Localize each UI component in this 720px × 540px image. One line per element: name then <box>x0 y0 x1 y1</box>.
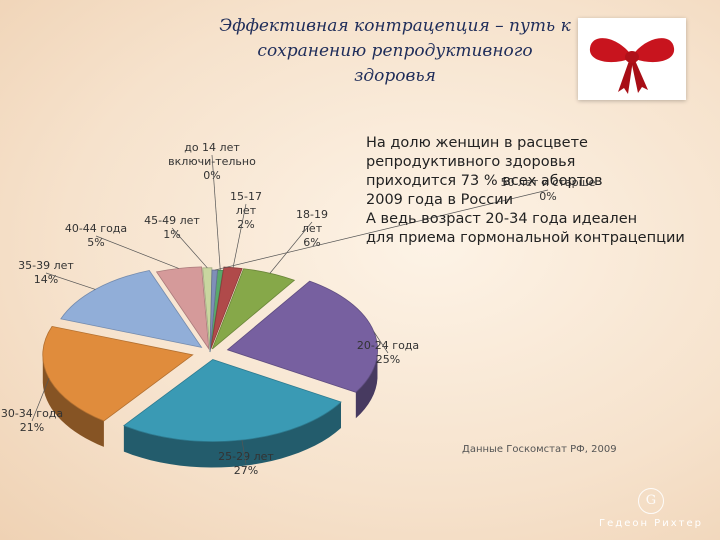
pie-slice <box>211 268 296 350</box>
leader-line <box>269 221 313 274</box>
info-text: На долю женщин в расцвете репродуктивног… <box>366 134 706 248</box>
leader-line <box>95 235 179 269</box>
pie-slice-side <box>123 402 342 468</box>
leader-line <box>45 272 96 290</box>
slice-label: 25-29 лет 27% <box>218 450 274 477</box>
info-line: репродуктивного здоровья <box>366 154 576 170</box>
info-line: для приема гормональной контрацепции <box>366 230 685 246</box>
leader-line <box>373 331 389 354</box>
slice-label: 20-24 года 25% <box>357 339 419 366</box>
leader-line <box>211 154 221 271</box>
pie-slice <box>42 325 194 422</box>
pie-slice <box>155 266 210 351</box>
info-line: На долю женщин в расцвете <box>366 135 588 151</box>
leader-line <box>232 203 247 268</box>
leader-line <box>214 189 549 271</box>
logo-text: Гедеон Рихтер <box>599 518 703 529</box>
info-line: приходится 73 % всех абортов <box>366 173 603 189</box>
pie-slice-side <box>355 352 378 419</box>
bow-image <box>578 18 686 100</box>
slice-label: 50 лет и старше 0% <box>501 176 596 203</box>
title-line: Эффективная контрацепция – путь к <box>219 16 571 36</box>
pie-slice <box>60 270 203 348</box>
pie-slice <box>123 359 342 442</box>
pie-slice-side <box>42 356 104 447</box>
slice-label: 40-44 года 5% <box>65 222 127 249</box>
data-source: Данные Госкомстат РФ, 2009 <box>462 444 617 455</box>
slice-label: 45-49 лет 1% <box>144 214 200 241</box>
title-line: сохранению репродуктивного <box>257 41 533 61</box>
slice-label: 15-17 лет 2% <box>230 190 262 231</box>
logo-mark: G <box>638 488 664 514</box>
info-line: 2009 года в России <box>366 192 514 208</box>
leader-line <box>31 378 50 422</box>
info-line: А ведь возраст 20-34 года идеален <box>366 211 638 227</box>
leader-line <box>241 439 247 465</box>
red-bow-icon <box>589 38 675 94</box>
slice-label: 18-19 лет 6% <box>296 208 328 249</box>
slice-label: 30-34 года 21% <box>1 407 63 434</box>
company-logo: G Гедеон Рихтер <box>596 488 706 529</box>
leader-line <box>171 227 208 269</box>
slide-title: Эффективная контрацепция – путь к сохран… <box>200 14 590 89</box>
pie-slice <box>210 266 243 349</box>
slice-label: 35-39 лет 14% <box>18 259 74 286</box>
pie-slice <box>226 280 378 393</box>
title-line: здоровья <box>354 66 436 86</box>
